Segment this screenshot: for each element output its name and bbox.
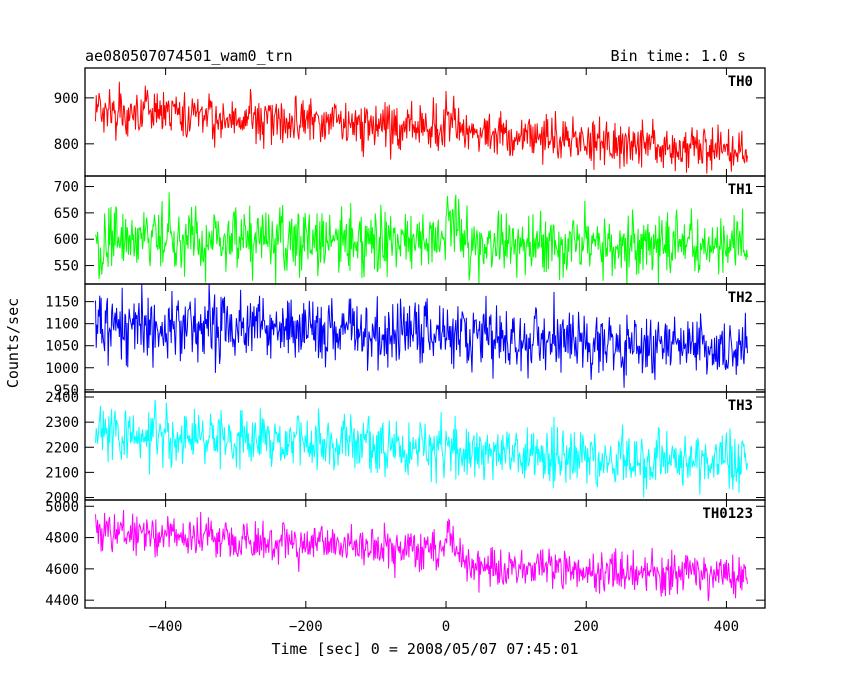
x-tick-label: 0 xyxy=(442,619,450,635)
y-tick-label: 2100 xyxy=(45,465,79,481)
y-axis-title: Counts/sec xyxy=(4,298,22,388)
panel-label: TH0123 xyxy=(702,506,753,522)
panel-frame xyxy=(84,283,766,393)
series-line-th1 xyxy=(95,192,748,284)
panel-frame xyxy=(84,499,766,609)
y-tick-label: 1000 xyxy=(45,361,79,377)
panel-th1: 550 600 650 700 TH1 xyxy=(54,175,766,285)
y-tick-label: 2300 xyxy=(45,415,79,431)
panel-th2: 950 1000 1050 1100 1150 TH2 xyxy=(45,283,766,399)
x-tick-label: 200 xyxy=(574,619,599,635)
panel-label: TH1 xyxy=(728,182,753,198)
y-tick-label: 5000 xyxy=(45,499,79,515)
y-tick-label: 650 xyxy=(54,206,79,222)
chart-title: ae080507074501_wam0_trn xyxy=(85,47,293,65)
panel-th0123: 4400 4600 4800 5000 TH0123 xyxy=(45,499,766,609)
bin-time-label: Bin time: 1.0 s xyxy=(611,47,746,65)
y-tick-label: 4400 xyxy=(45,593,79,609)
panel-frame xyxy=(84,391,766,501)
x-tick-label: −200 xyxy=(289,619,323,635)
y-tick-label: 800 xyxy=(54,137,79,153)
x-axis-title: Time [sec] 0 = 2008/05/07 07:45:01 xyxy=(271,640,578,658)
panel-th3: 2000 2100 2200 2300 2400 TH3 xyxy=(45,390,766,506)
panel-frame xyxy=(84,175,766,285)
y-tick-label: 2000 xyxy=(45,490,79,506)
series-line-th0 xyxy=(95,81,748,174)
panel-label: TH2 xyxy=(728,290,753,306)
y-tick-label: 1050 xyxy=(45,339,79,355)
x-tick-label: −400 xyxy=(149,619,183,635)
panels-group: 800 900 TH0 550 600 650 700 TH1 950 1000 1050 1100 1… xyxy=(45,67,766,609)
y-tick-label: 900 xyxy=(54,91,79,107)
panel-label: TH3 xyxy=(728,398,753,414)
series-line-th0123 xyxy=(95,509,748,602)
y-tick-label: 1150 xyxy=(45,295,79,311)
y-tick-label: 2400 xyxy=(45,390,79,406)
x-tick-label: 400 xyxy=(714,619,739,635)
series-line-th2 xyxy=(95,284,748,388)
y-tick-label: 700 xyxy=(54,180,79,196)
y-tick-label: 1100 xyxy=(45,317,79,333)
y-tick-label: 4800 xyxy=(45,531,79,547)
y-tick-label: 600 xyxy=(54,232,79,248)
x-axis: −400 −200 0 200 400 xyxy=(149,619,739,635)
panel-label: TH0 xyxy=(728,74,753,90)
y-tick-label: 2200 xyxy=(45,440,79,456)
y-tick-label: 550 xyxy=(54,259,79,275)
series-line-th3 xyxy=(95,399,748,498)
y-tick-label: 950 xyxy=(54,383,79,399)
panel-th0: 800 900 TH0 xyxy=(54,67,766,177)
y-tick-label: 4600 xyxy=(45,562,79,578)
